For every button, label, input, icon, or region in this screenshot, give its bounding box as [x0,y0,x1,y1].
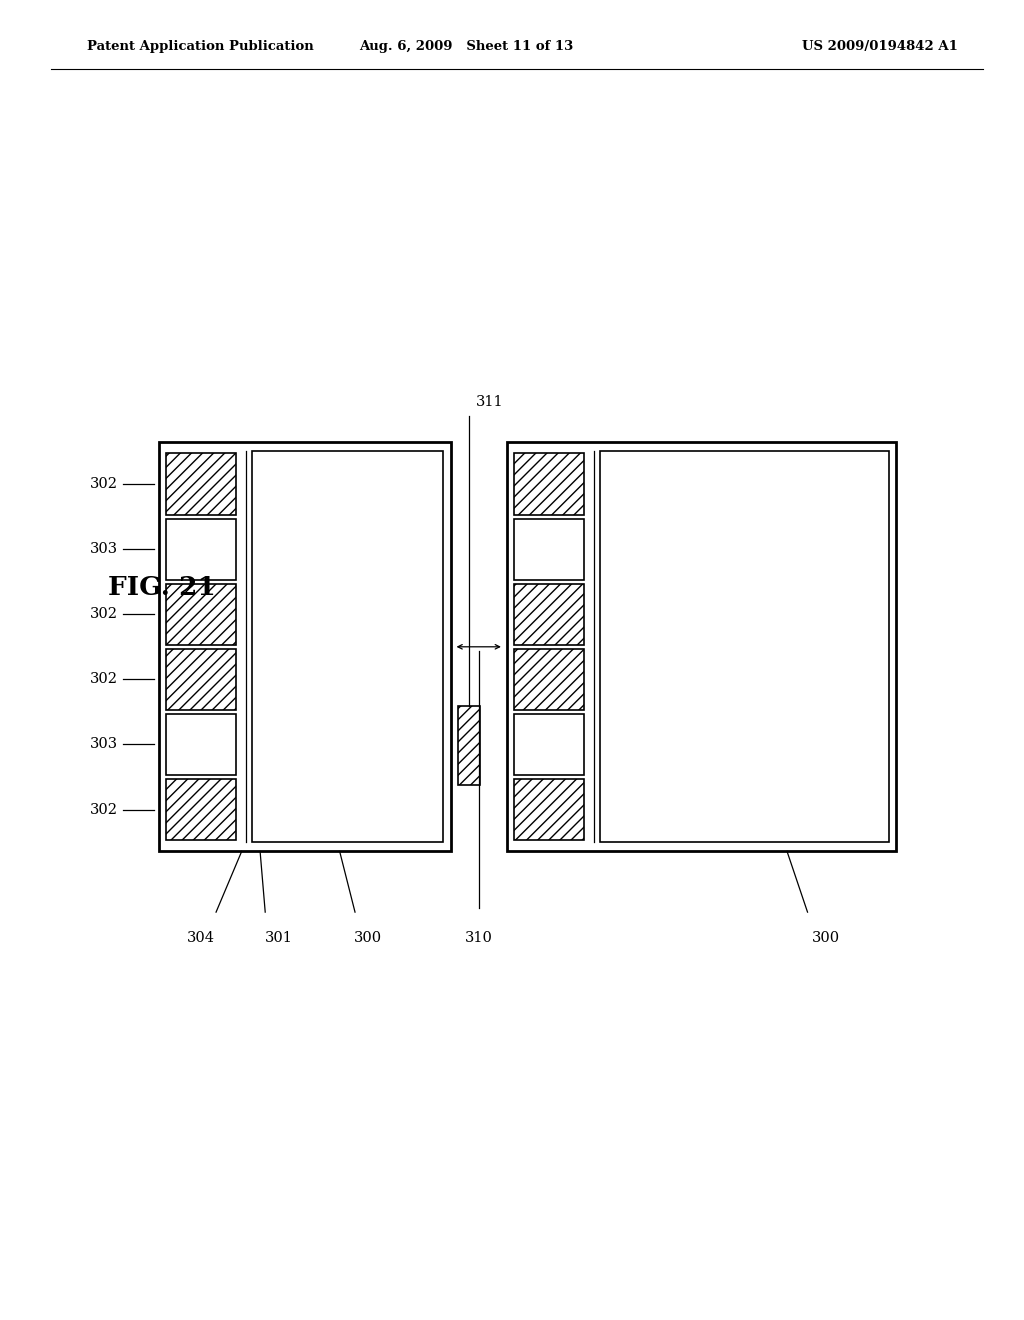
Text: 304: 304 [186,931,215,945]
Bar [514,779,584,841]
Bar [507,442,896,851]
Bar [159,442,451,851]
Bar [514,648,584,710]
Text: 302: 302 [90,672,118,686]
Text: 300: 300 [354,931,382,945]
Text: FIG. 21: FIG. 21 [108,576,215,599]
Text: Aug. 6, 2009   Sheet 11 of 13: Aug. 6, 2009 Sheet 11 of 13 [358,40,573,53]
Text: 302: 302 [90,803,118,817]
Bar [166,648,236,710]
Bar [458,706,480,785]
Bar [514,454,584,515]
Bar [166,519,236,579]
Bar [600,451,889,842]
Bar [166,454,236,515]
Text: 303: 303 [90,738,118,751]
Text: 302: 302 [90,607,118,622]
Bar [166,779,236,841]
Text: US 2009/0194842 A1: US 2009/0194842 A1 [802,40,957,53]
Text: 311: 311 [476,395,503,409]
Text: 300: 300 [812,931,840,945]
Bar [514,583,584,645]
Text: 310: 310 [465,931,493,945]
Bar [514,714,584,775]
Bar [514,519,584,579]
Bar [166,583,236,645]
Text: 301: 301 [264,931,293,945]
Bar [166,714,236,775]
Bar [252,451,443,842]
Text: 302: 302 [90,477,118,491]
Text: Patent Application Publication: Patent Application Publication [87,40,313,53]
Text: 303: 303 [90,543,118,556]
